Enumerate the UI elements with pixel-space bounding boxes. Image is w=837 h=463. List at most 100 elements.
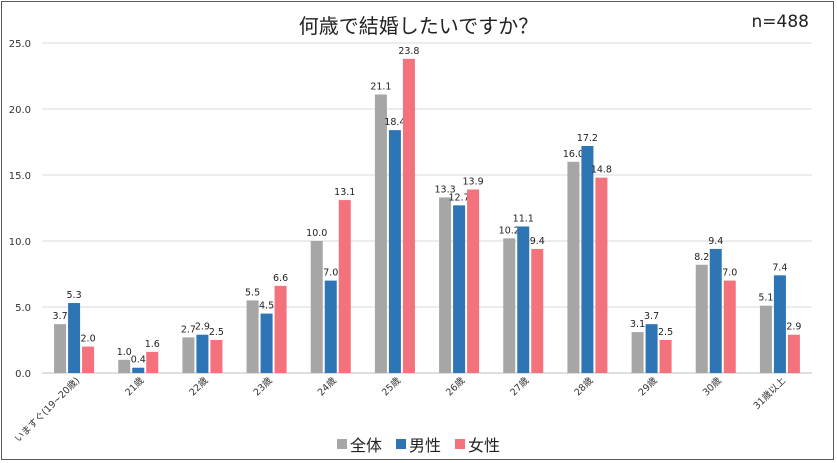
data-label: 2.9 [195, 322, 210, 333]
data-label: 3.1 [630, 319, 645, 330]
legend-item-male: 男性 [395, 432, 441, 456]
data-label: 3.7 [644, 311, 659, 322]
bar [54, 324, 67, 373]
x-tick-label: 26歳 [443, 374, 467, 398]
data-label: 10.0 [306, 228, 327, 239]
y-tick-label: 10.0 [9, 237, 31, 248]
data-label: 18.4 [384, 117, 405, 128]
data-label: 8.2 [694, 252, 709, 263]
y-tick-label: 25.0 [9, 39, 31, 50]
bar [274, 285, 287, 373]
legend-label-all: 全体 [349, 436, 382, 455]
bar [759, 305, 772, 373]
bar [118, 359, 131, 373]
data-label: 7.0 [722, 268, 737, 279]
data-label: 2.5 [209, 327, 224, 338]
data-label: 13.3 [435, 184, 456, 195]
data-label: 5.1 [758, 293, 773, 304]
bar [402, 58, 415, 374]
bar [773, 275, 786, 373]
bar [517, 226, 530, 373]
data-label: 6.6 [273, 273, 288, 284]
data-label: 7.4 [772, 262, 787, 273]
bar [787, 334, 800, 373]
data-label: 3.7 [53, 311, 68, 322]
bar [631, 332, 644, 373]
legend-label-male: 男性 [408, 436, 441, 455]
bar [146, 351, 159, 373]
bar [324, 280, 337, 373]
legend-item-female: 女性 [455, 432, 500, 456]
bar [388, 130, 401, 373]
legend-item-all: 全体 [336, 432, 382, 456]
data-label: 13.9 [463, 177, 484, 188]
data-label: 10.2 [499, 225, 520, 236]
bar [595, 177, 608, 373]
y-tick-label: 5.0 [15, 303, 31, 314]
bar [182, 337, 195, 373]
x-tick-label: 29歳 [636, 374, 660, 398]
x-tick-label: 27歳 [508, 374, 532, 398]
bar [467, 189, 480, 373]
data-label: 5.3 [67, 290, 82, 301]
bar [659, 340, 672, 373]
bar [645, 324, 658, 373]
x-tick-label: 25歳 [379, 374, 403, 398]
data-label: 7.0 [323, 268, 338, 279]
data-label: 14.8 [591, 165, 612, 176]
data-label: 11.1 [513, 213, 534, 224]
bar [338, 200, 351, 373]
bar [210, 340, 223, 373]
data-label: 2.7 [181, 324, 196, 335]
data-label: 1.0 [117, 347, 132, 358]
chart-title: 何歳で結婚したいですか？ [298, 14, 539, 38]
x-tick-label: 28歳 [572, 374, 596, 398]
data-label: 2.0 [81, 334, 96, 345]
bar [196, 334, 209, 373]
data-label: 0.4 [131, 355, 146, 366]
legend-swatch-all [336, 439, 347, 449]
bar [531, 248, 544, 373]
data-label: 12.7 [449, 192, 470, 203]
y-tick-label: 15.0 [9, 171, 31, 182]
bar [374, 94, 387, 373]
x-tick-label: 22歳 [187, 374, 211, 398]
data-label: 9.4 [708, 236, 723, 247]
x-tick-label: 23歳 [251, 374, 275, 398]
data-label: 21.1 [370, 81, 391, 92]
data-label: 23.8 [398, 46, 419, 57]
data-label: 9.4 [530, 236, 545, 247]
bar [723, 280, 736, 373]
data-label: 4.5 [259, 301, 274, 312]
x-tick-label: 24歳 [315, 374, 339, 398]
data-label: 5.5 [245, 287, 260, 298]
legend-swatch-female [455, 439, 465, 449]
bar [310, 241, 323, 373]
data-label: 1.6 [145, 339, 160, 350]
y-tick-label: 20.0 [9, 105, 31, 116]
legend: 全体 男性 女性 [0, 432, 837, 456]
bar [709, 248, 722, 373]
legend-swatch-male [395, 439, 406, 449]
bar [260, 313, 273, 373]
bar [567, 161, 580, 373]
data-label: 2.9 [786, 322, 801, 333]
x-tick-label: 21歳 [123, 374, 147, 398]
data-label: 2.5 [658, 327, 673, 338]
data-label: 13.1 [334, 187, 355, 198]
y-tick-label: 0.0 [15, 369, 31, 380]
bar [68, 303, 81, 373]
bar [581, 145, 594, 373]
bar [246, 300, 259, 373]
bar [82, 346, 95, 373]
bar [695, 264, 708, 373]
legend-label-female: 女性 [468, 436, 501, 455]
data-label: 16.0 [563, 149, 584, 160]
x-tick-label: 31歳以上 [751, 374, 789, 412]
bar [132, 367, 145, 373]
bar [439, 197, 452, 373]
bar [453, 205, 466, 373]
data-label: 17.2 [577, 133, 598, 144]
